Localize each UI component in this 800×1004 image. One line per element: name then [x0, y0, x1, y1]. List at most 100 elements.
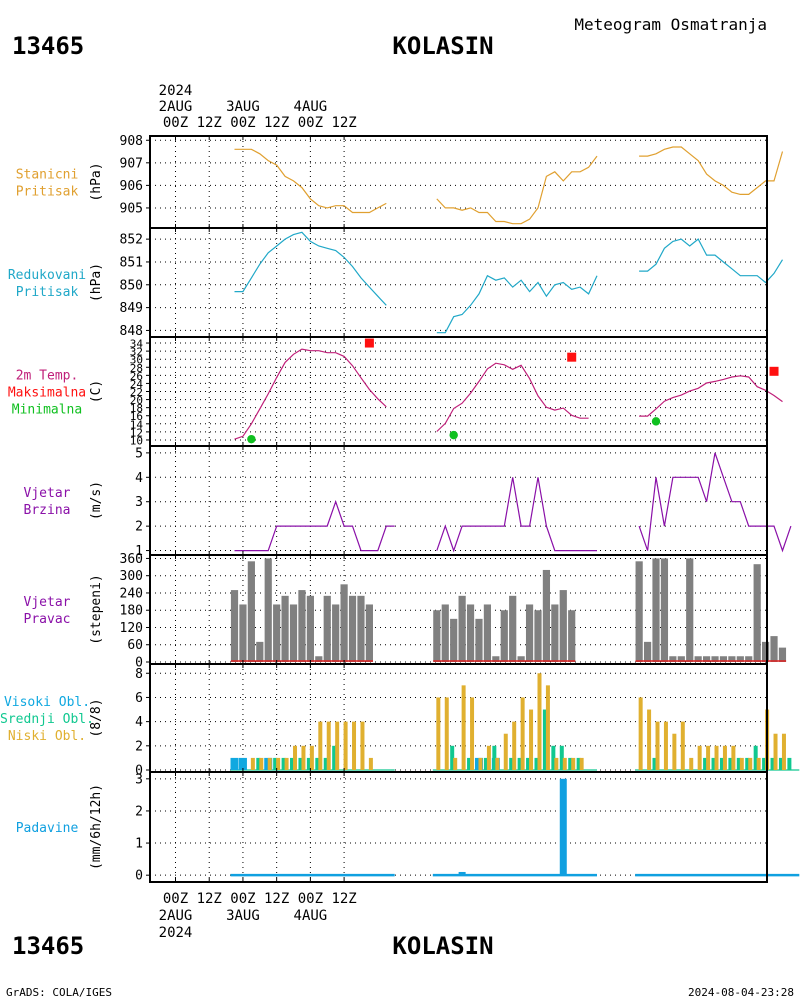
panel-label: Redukovani	[8, 268, 86, 283]
low-cloud-bar	[276, 757, 281, 770]
low-cloud-bar	[579, 757, 584, 770]
mid-cloud-bar	[753, 745, 758, 770]
low-cloud-bar	[301, 745, 306, 770]
low-cloud-bar	[436, 697, 441, 770]
top-time-label: 00Z	[163, 115, 188, 131]
panel-label: Srednji Obl.	[0, 712, 94, 727]
low-cloud-bar	[352, 721, 357, 770]
render-timestamp: 2024-08-04-23:28	[688, 986, 794, 999]
direction-bar	[315, 656, 323, 662]
direction-bar	[298, 590, 306, 662]
y-tick-label: 10	[130, 434, 143, 447]
y-tick-label: 28	[130, 362, 143, 375]
y-tick-label: 1	[135, 544, 143, 559]
low-cloud-bar	[360, 721, 365, 770]
max-temp-marker	[769, 366, 779, 376]
direction-bar	[745, 656, 753, 662]
low-cloud-bar	[537, 673, 542, 770]
series-line	[638, 452, 792, 553]
y-tick-label: 906	[120, 179, 143, 194]
y-tick-label: 905	[120, 201, 143, 216]
mid-cloud-bar	[551, 745, 556, 770]
low-cloud-bar	[647, 709, 652, 770]
low-cloud-bar	[478, 757, 483, 770]
low-cloud-bar	[554, 757, 559, 770]
direction-bar	[365, 604, 373, 662]
y-tick-label: 908	[120, 134, 143, 149]
panel-unit-label: (8/8)	[89, 698, 104, 737]
low-cloud-bar	[739, 757, 744, 770]
mid-cloud-bar	[323, 757, 328, 770]
y-tick-label: 360	[120, 552, 143, 567]
axis-layer: 905 906 907 908 Stanicni Pritisak (hPa) 848 849 8…	[0, 83, 357, 941]
y-tick-label: 8	[135, 667, 143, 682]
y-tick-label: 5	[135, 446, 143, 461]
low-cloud-bar	[655, 721, 660, 770]
low-cloud-bar	[335, 721, 340, 770]
direction-bar	[534, 610, 542, 662]
mid-cloud-bar	[559, 745, 564, 770]
low-cloud-bar	[503, 733, 508, 770]
mid-cloud-bar	[290, 757, 295, 770]
panel-label: Niski Obl.	[8, 729, 86, 744]
min-temp-marker	[651, 417, 661, 426]
direction-bar	[753, 564, 761, 662]
low-cloud-bar	[309, 745, 314, 770]
min-temp-marker	[247, 434, 256, 444]
direction-bar	[458, 595, 466, 662]
y-tick-label: 851	[120, 255, 143, 270]
low-cloud-bar	[714, 745, 719, 770]
series-line	[234, 348, 387, 440]
low-cloud-bar	[697, 745, 702, 770]
direction-bar	[466, 604, 475, 662]
station-name: KOLASIN	[392, 32, 493, 60]
panel-unit-label: (stepeni)	[89, 574, 104, 644]
low-cloud-bar	[368, 757, 373, 770]
panel-label: Stanicni	[16, 168, 79, 183]
mid-cloud-bar	[483, 757, 488, 770]
mid-cloud-bar	[576, 757, 581, 770]
top-date-label: 4AUG	[294, 99, 328, 115]
mid-cloud-bar	[778, 757, 783, 770]
frame-layer	[149, 135, 768, 883]
y-tick-label: 4	[135, 715, 143, 730]
low-cloud-bar	[529, 709, 534, 770]
low-cloud-bar	[663, 721, 668, 770]
y-tick-label: 30	[130, 354, 143, 367]
low-cloud-bar	[318, 721, 323, 770]
direction-bar	[433, 610, 441, 662]
y-tick-label: 849	[120, 301, 143, 316]
y-tick-label: 2	[135, 520, 143, 535]
y-tick-label: 180	[120, 604, 143, 619]
direction-bar	[525, 604, 534, 662]
direction-bar	[289, 604, 298, 662]
panel-unit-label: (mm/6h/12h)	[89, 784, 104, 870]
direction-bar	[551, 604, 559, 662]
mid-cloud-bar	[534, 757, 539, 770]
direction-bar	[500, 610, 508, 662]
y-tick-label: 0	[135, 764, 143, 779]
chart-title: Meteogram Osmatranja	[574, 15, 767, 34]
direction-bar	[736, 656, 744, 662]
y-tick-label: 907	[120, 156, 143, 171]
low-cloud-bar	[638, 697, 643, 770]
direction-bar	[542, 569, 551, 662]
panel-label: Brzina	[24, 503, 71, 518]
series-line	[639, 238, 784, 284]
mid-cloud-bar	[770, 757, 775, 770]
y-tick-label: 1	[135, 837, 143, 852]
direction-bar	[686, 558, 694, 662]
mid-cloud-bar	[467, 757, 472, 770]
low-cloud-bar	[748, 757, 753, 770]
top-time-label: 00Z	[298, 115, 323, 131]
mid-cloud-bar	[762, 757, 767, 770]
bottom-time-label: 00Z	[230, 891, 255, 907]
y-tick-label: 34	[130, 338, 144, 351]
y-tick-label: 852	[120, 233, 143, 248]
series-line	[639, 146, 784, 195]
y-tick-label: 0	[135, 869, 143, 884]
y-tick-label: 60	[127, 638, 143, 653]
panel-unit-label: (m/s)	[89, 481, 104, 520]
mid-cloud-bar	[273, 757, 278, 770]
footer-station-id: 13465	[12, 932, 84, 960]
